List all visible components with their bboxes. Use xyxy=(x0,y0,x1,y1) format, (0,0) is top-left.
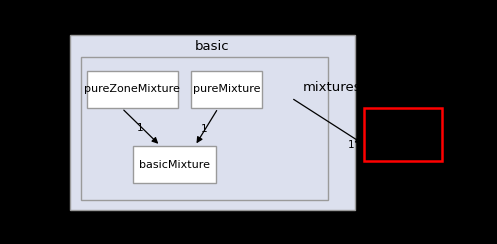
Text: basic: basic xyxy=(195,40,230,53)
Text: basicMixture: basicMixture xyxy=(139,160,210,170)
Text: 1: 1 xyxy=(137,123,144,133)
FancyBboxPatch shape xyxy=(82,58,328,200)
Text: 1: 1 xyxy=(201,124,207,134)
FancyBboxPatch shape xyxy=(70,35,355,210)
FancyBboxPatch shape xyxy=(364,108,441,161)
FancyBboxPatch shape xyxy=(87,71,178,108)
Text: 1: 1 xyxy=(348,140,354,150)
FancyBboxPatch shape xyxy=(191,71,262,108)
Text: mixtures: mixtures xyxy=(303,81,361,94)
Text: pureMixture: pureMixture xyxy=(193,84,260,94)
Text: pureZoneMixture: pureZoneMixture xyxy=(84,84,180,94)
FancyBboxPatch shape xyxy=(133,146,216,183)
